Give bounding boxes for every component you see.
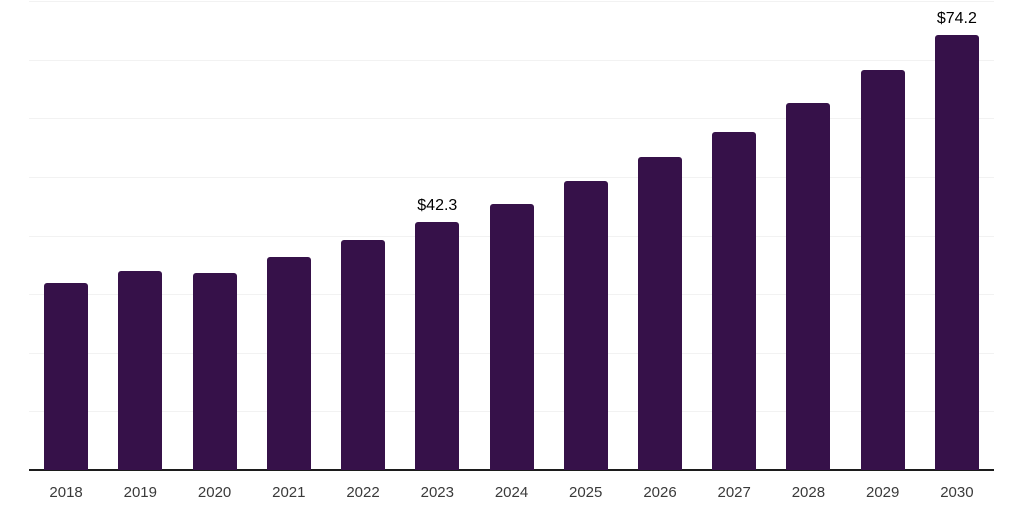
bar-2027 xyxy=(712,131,757,470)
gridline-50 xyxy=(29,177,994,178)
bar-2024 xyxy=(489,204,534,470)
x-tick-label-2024: 2024 xyxy=(494,484,529,501)
x-tick-label-2029: 2029 xyxy=(866,484,900,501)
x-tick-label-2019: 2019 xyxy=(123,484,157,501)
bar-2025 xyxy=(563,181,608,470)
bar-2022 xyxy=(341,239,385,470)
x-tick-label-2022: 2022 xyxy=(346,484,380,501)
bar-2019 xyxy=(118,270,163,470)
bar-2029 xyxy=(860,69,905,470)
gridline-70 xyxy=(29,59,994,61)
gridline-80 xyxy=(29,1,994,3)
x-tick-label-2026: 2026 xyxy=(643,484,677,501)
bar-2030 xyxy=(934,35,979,470)
x-tick-label-2030: 2030 xyxy=(940,484,974,501)
x-axis-line xyxy=(29,469,994,471)
gridline-60 xyxy=(29,118,994,120)
x-tick-label-2021: 2021 xyxy=(272,484,306,501)
x-tick-label-2018: 2018 xyxy=(49,484,83,501)
x-tick-label-2023: 2023 xyxy=(420,484,454,501)
x-tick-label-2027: 2027 xyxy=(717,484,751,501)
bar-value-label-2030: $74.2 xyxy=(936,10,977,28)
bar-2020 xyxy=(192,272,237,470)
bar-2018 xyxy=(44,283,89,470)
bar-2026 xyxy=(638,157,682,470)
bar-2028 xyxy=(786,103,831,470)
bar-2021 xyxy=(266,256,311,470)
bar-value-label-2023: $42.3 xyxy=(417,197,458,215)
x-tick-label-2025: 2025 xyxy=(569,484,603,501)
bar-2023 xyxy=(415,222,460,470)
x-tick-label-2020: 2020 xyxy=(197,484,232,501)
x-tick-label-2028: 2028 xyxy=(791,484,826,501)
